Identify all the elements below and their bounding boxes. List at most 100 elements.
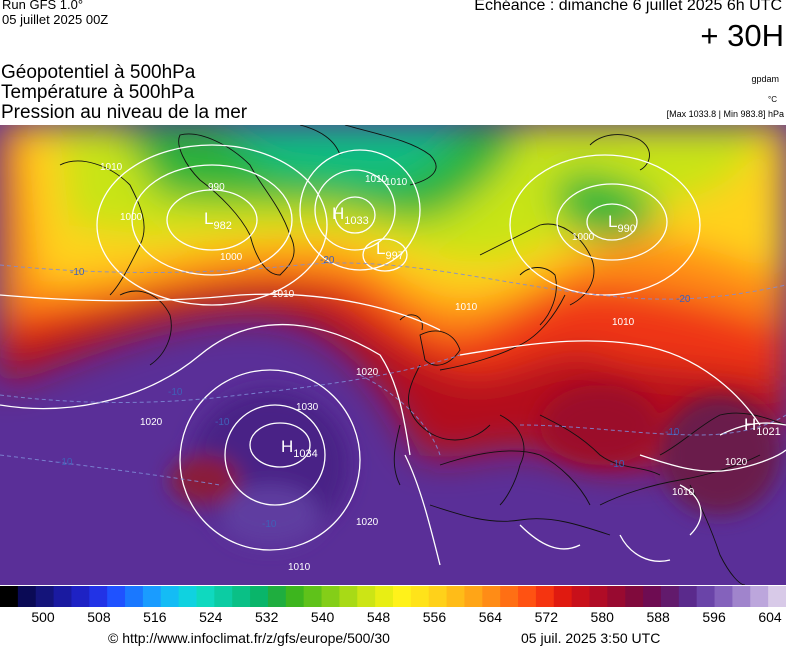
isobar-label: 1030 bbox=[296, 402, 319, 413]
unit-gpdam: gpdam bbox=[751, 74, 779, 84]
colorbar-swatch bbox=[518, 586, 537, 607]
colorbar-swatch bbox=[714, 586, 734, 607]
colorbar-tick-label: 516 bbox=[143, 609, 167, 625]
high-pressure-center: H1033 bbox=[332, 204, 369, 227]
colorbar-tick-label: 580 bbox=[590, 609, 614, 625]
isobar-label: 1010 bbox=[288, 562, 311, 573]
low-pressure-center: L997 bbox=[376, 239, 404, 262]
geopotential-field bbox=[0, 125, 786, 585]
isobar-label: 1010 bbox=[672, 487, 695, 498]
colorbar-swatch bbox=[571, 586, 591, 607]
isobar-label: 1000 bbox=[120, 212, 143, 223]
colorbar-swatch bbox=[0, 586, 19, 607]
parameter-geopotential: Géopotentiel à 500hPa bbox=[1, 62, 196, 83]
colorbar-swatch bbox=[142, 586, 162, 607]
isobar-label: 1010 bbox=[612, 317, 635, 328]
unit-celsius: °C bbox=[768, 95, 777, 104]
colorbar-swatch bbox=[214, 586, 233, 607]
high-pressure-center: H1021 bbox=[744, 415, 781, 438]
isotherm-label: -10 bbox=[262, 519, 277, 530]
colorbar-swatch bbox=[500, 586, 519, 607]
colorbar-tick-label: 604 bbox=[758, 609, 782, 625]
isotherm-label: -20 bbox=[320, 255, 335, 266]
high-pressure-center: H1034 bbox=[281, 437, 318, 460]
isobar-label: 1010 bbox=[272, 289, 295, 300]
isotherm-label: -10 bbox=[215, 417, 230, 428]
colorbar-swatch bbox=[267, 586, 287, 607]
forecast-label: Echéance : dimanche 6 juillet 2025 6h UT… bbox=[474, 0, 782, 14]
isobars bbox=[0, 144, 786, 566]
colorbar-swatch bbox=[696, 586, 716, 607]
colorbar-swatch bbox=[375, 586, 394, 607]
colorbar-swatch bbox=[125, 586, 144, 607]
colorbar-tick-label: 524 bbox=[199, 609, 223, 625]
colorbar-swatch bbox=[357, 586, 376, 607]
colorbar-swatch bbox=[178, 586, 198, 607]
parameter-pressure: Pression au niveau de la mer bbox=[1, 102, 248, 123]
colorbar-swatch bbox=[285, 586, 305, 607]
isobar-label: 1020 bbox=[356, 517, 379, 528]
colorbar-swatch bbox=[321, 586, 341, 607]
colorbar-swatch bbox=[643, 586, 662, 607]
isotherm-label: -10 bbox=[168, 387, 183, 398]
isobar-label: 1000 bbox=[572, 232, 595, 243]
colorbar-tick-label: 508 bbox=[87, 609, 111, 625]
isobar-label: 1000 bbox=[220, 252, 243, 263]
colorbar-swatch bbox=[339, 586, 358, 607]
isobar-label: 990 bbox=[208, 182, 225, 193]
weather-map: 1010100099010001010102010101010102010301… bbox=[0, 125, 786, 585]
colorbar-swatch bbox=[410, 586, 430, 607]
colorbar bbox=[0, 586, 786, 607]
colorbar-swatch bbox=[71, 586, 90, 607]
isobar-label: 1020 bbox=[356, 367, 379, 378]
colorbar-tick-label: 572 bbox=[534, 609, 558, 625]
colorbar-ticks: 500 508 516 524 532 540 548 556 564 572 580 588 596 6… bbox=[0, 609, 786, 627]
colorbar-tick-label: 540 bbox=[310, 609, 335, 625]
colorbar-swatch bbox=[35, 586, 55, 607]
low-pressure-center: L990 bbox=[608, 212, 636, 235]
colorbar-swatch bbox=[89, 586, 108, 607]
copyright-url[interactable]: © http://www.infoclimat.fr/z/gfs/europe/… bbox=[108, 630, 390, 646]
isobar-label: 1010 bbox=[100, 162, 123, 173]
colorbar-swatch bbox=[553, 586, 573, 607]
colorbar-swatch bbox=[678, 586, 698, 607]
colorbar-tick-label: 564 bbox=[478, 609, 503, 625]
colorbar-swatch bbox=[303, 586, 323, 607]
colorbar-swatch bbox=[393, 586, 412, 607]
colorbar-swatch bbox=[250, 586, 269, 607]
low-pressure-center: L982 bbox=[204, 209, 232, 232]
colorbar-swatch bbox=[482, 586, 501, 607]
colorbar-swatch bbox=[160, 586, 180, 607]
pressure-range: [Max 1033.8 | Min 983.8] hPa bbox=[666, 109, 784, 119]
colorbar-swatch bbox=[750, 586, 769, 607]
colorbar-swatch bbox=[660, 586, 680, 607]
isotherm-label: -10 bbox=[58, 457, 73, 468]
isotherms bbox=[0, 262, 786, 486]
colorbar-swatch bbox=[464, 586, 483, 607]
colorbar-tick-label: 500 bbox=[31, 609, 55, 625]
colorbar-tick-label: 596 bbox=[702, 609, 726, 625]
isotherm-label: -10 bbox=[665, 427, 680, 438]
isotherm-label: -10 bbox=[610, 459, 625, 470]
colorbar-swatch bbox=[232, 586, 251, 607]
colorbar-swatch bbox=[625, 586, 644, 607]
colorbar-swatch bbox=[53, 586, 73, 607]
colorbar-swatch bbox=[607, 586, 626, 607]
issued-time: 05 juil. 2025 3:50 UTC bbox=[521, 630, 661, 646]
colorbar-swatch bbox=[446, 586, 466, 607]
colorbar-swatch bbox=[768, 586, 786, 607]
colorbar-tick-label: 532 bbox=[255, 609, 279, 625]
isotherm-label: -10 bbox=[70, 267, 85, 278]
lead-time: + 30H bbox=[700, 18, 784, 53]
colorbar-swatch bbox=[107, 586, 126, 607]
colorbar-swatch bbox=[732, 586, 751, 607]
colorbar-swatch bbox=[589, 586, 608, 607]
colorbar-swatch bbox=[535, 586, 555, 607]
colorbar-swatch bbox=[17, 586, 37, 607]
colorbar-tick-label: 548 bbox=[366, 609, 391, 625]
isobar-label: 1010 bbox=[365, 174, 388, 185]
isobar-label: 1010 bbox=[385, 177, 408, 188]
colorbar-swatch bbox=[428, 586, 448, 607]
colorbar-swatch bbox=[196, 586, 215, 607]
colorbar-tick-label: 588 bbox=[646, 609, 670, 625]
